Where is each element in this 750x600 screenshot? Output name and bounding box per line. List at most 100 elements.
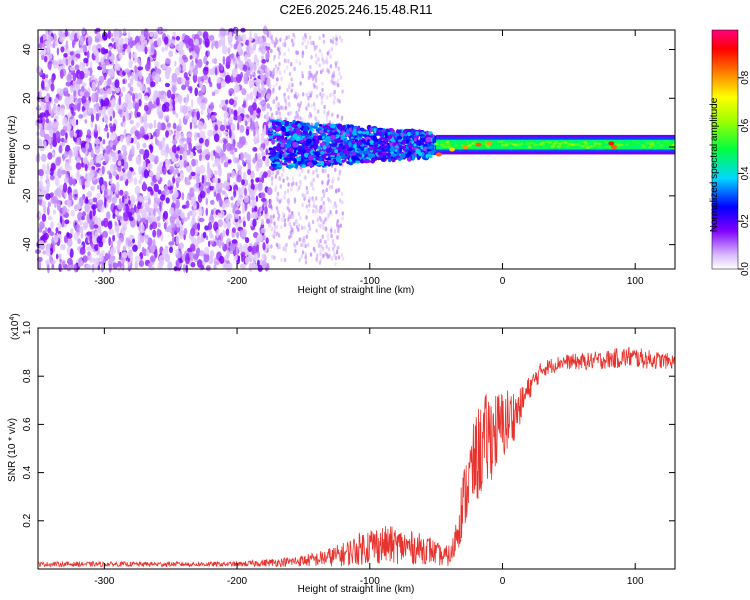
spectrogram-cell xyxy=(80,232,84,239)
spectrogram-cell xyxy=(125,205,130,214)
spectrogram-cell xyxy=(239,124,245,133)
spectrogram-cell xyxy=(112,262,118,270)
spectrogram-cell xyxy=(467,144,472,147)
spectrogram-cell xyxy=(308,91,311,97)
spectrogram-cell xyxy=(65,81,72,87)
spectrogram-cell xyxy=(294,129,301,132)
spectrogram-cell xyxy=(318,35,321,41)
spectrogram-cell xyxy=(307,229,310,234)
spectrogram-cell xyxy=(306,136,313,140)
spectrogram-cell xyxy=(400,153,406,159)
spectrogram-cell xyxy=(325,142,329,146)
spectrogram-cell xyxy=(282,218,285,223)
spectrogram-cell xyxy=(527,146,532,149)
spectrogram-cell xyxy=(645,140,650,144)
spectrogram-cell xyxy=(91,263,95,273)
spectrogram-cell xyxy=(200,237,205,243)
spectrogram-cell xyxy=(124,37,129,44)
spectrogram-cell xyxy=(110,133,116,140)
spectrogram-cell xyxy=(75,223,81,233)
spectrogram-cell xyxy=(129,78,134,86)
spectrogram-cell xyxy=(202,156,206,161)
spectrogram-cell xyxy=(368,144,375,148)
spectrogram-cell xyxy=(137,57,140,64)
spectrogram-cell xyxy=(316,239,319,244)
spectrogram-cell xyxy=(321,135,325,140)
spectrogram-cell xyxy=(216,228,219,239)
spectrogram-cell xyxy=(171,231,175,238)
spectrogram-y-tick-label: -20 xyxy=(22,188,33,203)
spectrogram-cell xyxy=(196,111,200,121)
spectrogram-cell xyxy=(322,193,326,199)
spectrogram-cell xyxy=(152,131,157,137)
spectrogram-cell xyxy=(41,153,47,162)
spectrogram-cell xyxy=(301,168,304,174)
spectrogram-cell xyxy=(47,216,53,221)
spectrogram-cell xyxy=(160,122,166,131)
spectrogram-cell xyxy=(580,145,585,148)
spectrogram-cell xyxy=(258,36,264,46)
spectrogram-cell xyxy=(321,81,324,86)
spectrogram-cell xyxy=(136,191,140,202)
spectrogram-cell xyxy=(295,50,298,55)
spectrogram-cell xyxy=(95,163,102,168)
spectrogram-cell xyxy=(354,152,361,157)
spectrogram-cell xyxy=(312,209,315,214)
spectrogram-cell xyxy=(298,237,301,242)
spectrogram-cell xyxy=(106,132,110,139)
spectrogram-cell xyxy=(322,93,325,98)
spectrogram-cell xyxy=(328,160,335,163)
spectrogram-cell xyxy=(317,57,320,62)
spectrogram-cell xyxy=(333,162,338,165)
spectrogram-cell xyxy=(94,138,100,145)
spectrogram-cell xyxy=(305,185,308,191)
spectrogram-cell xyxy=(236,231,240,239)
spectrogram-cell xyxy=(115,86,120,94)
spectrogram-cell xyxy=(115,57,118,67)
spectrogram-cell xyxy=(231,239,238,245)
spectrogram-cell xyxy=(251,261,256,270)
spectrogram-cell xyxy=(197,222,201,231)
spectrogram-cell xyxy=(411,134,415,140)
spectrogram-cell xyxy=(291,214,295,219)
spectrogram-cell xyxy=(113,28,118,37)
spectrogram-cell xyxy=(82,211,86,217)
spectrogram-cell xyxy=(69,66,75,71)
spectrogram-cell xyxy=(290,77,293,82)
spectrogram-cell xyxy=(48,53,53,60)
spectrogram-cell xyxy=(300,157,304,163)
spectrogram-cell xyxy=(149,170,154,177)
spectrogram-cell xyxy=(225,99,229,105)
spectrogram-cell xyxy=(317,146,322,150)
spectrogram-cell xyxy=(190,171,196,177)
spectrogram-cell xyxy=(158,27,162,35)
spectrogram-cell xyxy=(265,111,270,122)
spectrogram-cell xyxy=(147,263,153,268)
spectrogram-cell xyxy=(180,224,183,232)
spectrogram-cell xyxy=(364,153,368,158)
spectrogram-cell xyxy=(212,66,215,76)
spectrogram-cell xyxy=(585,146,590,149)
colorbar-gradient xyxy=(712,30,738,269)
snr-chart: -300 -200 -100 0 100 0.20.40.60.81.0 Height … xyxy=(7,313,676,595)
spectrogram-cell xyxy=(285,101,288,106)
spectrogram-cell xyxy=(204,38,210,48)
spectrogram-cell xyxy=(415,149,421,154)
spectrogram-cell xyxy=(233,116,239,121)
spectrogram-cell xyxy=(154,155,159,165)
spectrogram-cell xyxy=(213,187,216,193)
spectrogram-cell xyxy=(219,27,226,37)
spectrogram-cell xyxy=(331,184,334,189)
spectrogram-cell xyxy=(148,122,153,129)
spectrogram-cell xyxy=(222,56,226,65)
spectrogram-cell xyxy=(154,61,160,68)
spectrogram-y-tick-label: -40 xyxy=(22,237,33,252)
spectrogram-cell xyxy=(308,221,311,226)
spectrogram-cell xyxy=(297,223,301,228)
spectrogram-cell xyxy=(297,93,300,98)
spectrogram-cell xyxy=(391,153,397,157)
spectrogram-cell xyxy=(50,162,56,171)
spectrogram-cell xyxy=(129,195,136,205)
spectrogram-cell xyxy=(223,111,229,119)
spectrogram-cell xyxy=(336,219,339,224)
